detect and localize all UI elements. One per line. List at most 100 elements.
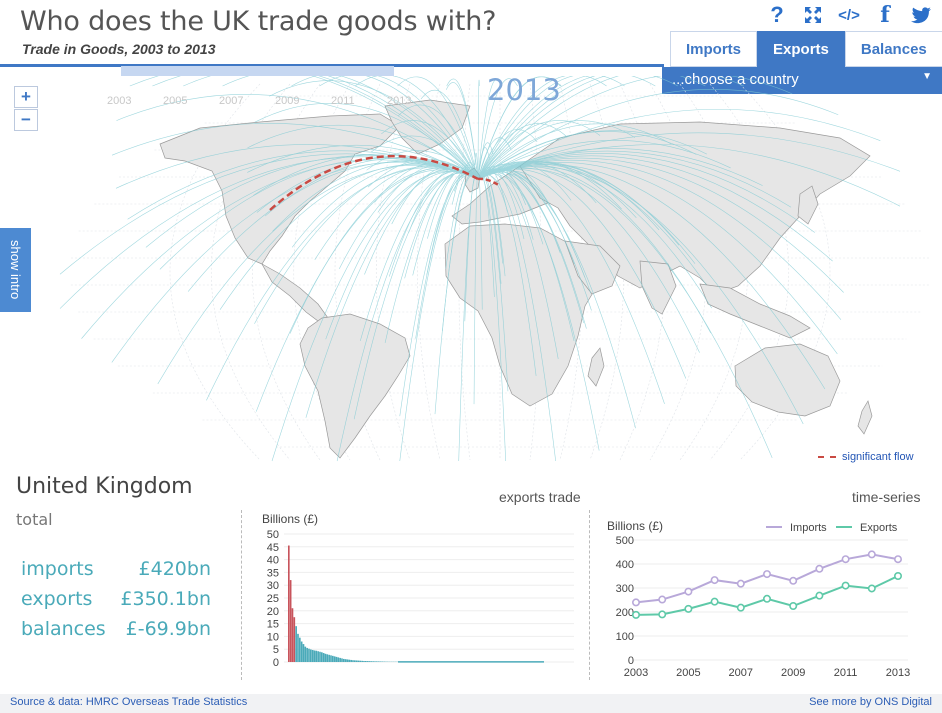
trade-flow bbox=[477, 164, 826, 390]
land-southeast-asia bbox=[699, 283, 811, 339]
x-tick-label: 2005 bbox=[676, 667, 700, 679]
bar bbox=[326, 654, 329, 662]
trade-flow bbox=[336, 173, 479, 462]
trade-flow bbox=[408, 167, 479, 233]
trade-flow bbox=[477, 168, 534, 240]
y-tick-label: 500 bbox=[616, 535, 634, 547]
bar bbox=[302, 644, 305, 662]
x-tick-label: 2011 bbox=[834, 667, 858, 679]
timeseries-line-chart[interactable]: 0 100 200 300 400 500 2003 2005 2007 2009 2011 2013… bbox=[596, 516, 936, 686]
bar bbox=[300, 641, 303, 662]
data-point bbox=[736, 603, 745, 612]
zoom-in-button[interactable]: + bbox=[14, 86, 38, 108]
trade-flow bbox=[254, 103, 479, 180]
bar bbox=[337, 657, 340, 662]
toolbar-icons: ? </> f bbox=[764, 2, 934, 28]
source-link[interactable]: Source & data: HMRC Overseas Trade Stati… bbox=[10, 696, 248, 708]
bar bbox=[328, 654, 330, 662]
legend-dash bbox=[818, 456, 836, 458]
year-tick[interactable]: 2013 bbox=[387, 95, 412, 107]
bar bbox=[293, 617, 296, 662]
x-tick-label: 2003 bbox=[624, 667, 648, 679]
bar bbox=[339, 657, 341, 662]
legend-label: Imports bbox=[790, 522, 827, 534]
trade-flow bbox=[222, 76, 479, 180]
trade-flow bbox=[116, 94, 479, 180]
trade-flow bbox=[381, 120, 479, 180]
trade-flow bbox=[397, 104, 479, 180]
exports-chart-ylabel: Billions (£) bbox=[262, 512, 319, 526]
fullscreen-icon[interactable] bbox=[800, 4, 826, 26]
bar bbox=[322, 653, 325, 662]
help-icon[interactable]: ? bbox=[770, 2, 784, 27]
y-tick-label: 30 bbox=[267, 580, 279, 592]
trade-flow bbox=[477, 161, 597, 204]
timeline-slider[interactable] bbox=[121, 66, 394, 76]
bar bbox=[374, 661, 376, 662]
timeline-years: 2003 2005 2007 2009 2011 2013 bbox=[107, 95, 417, 109]
trade-flow bbox=[446, 78, 479, 180]
trade-flow bbox=[477, 120, 636, 180]
bar bbox=[319, 651, 321, 662]
bar bbox=[335, 656, 338, 662]
world-map[interactable] bbox=[0, 76, 942, 468]
stat-value: £350.1bn bbox=[120, 588, 211, 610]
trade-flow bbox=[159, 158, 479, 270]
land-australia bbox=[734, 343, 841, 417]
trade-flow bbox=[477, 162, 838, 355]
bar bbox=[333, 656, 336, 662]
bar bbox=[355, 660, 358, 662]
trade-flow bbox=[477, 79, 502, 180]
stat-label: balances bbox=[21, 618, 106, 640]
x-tick-label: 2009 bbox=[781, 667, 805, 679]
trade-flow bbox=[187, 161, 479, 292]
twitter-icon[interactable] bbox=[908, 4, 934, 26]
y-tick-label: 50 bbox=[267, 529, 279, 541]
y-tick-label: 15 bbox=[267, 619, 279, 631]
y-tick-label: 25 bbox=[267, 593, 279, 605]
show-intro-button[interactable]: show intro bbox=[0, 228, 31, 312]
embed-icon[interactable]: </> bbox=[838, 6, 860, 24]
trade-flow bbox=[477, 168, 773, 459]
y-tick-label: 0 bbox=[273, 657, 279, 669]
y-tick-label: 400 bbox=[616, 559, 634, 571]
tab-imports[interactable]: Imports bbox=[670, 31, 758, 67]
trade-flow bbox=[477, 166, 804, 425]
trade-flow bbox=[206, 167, 479, 401]
data-point bbox=[789, 576, 798, 585]
more-link[interactable]: See more by ONS Digital bbox=[809, 696, 932, 708]
year-tick[interactable]: 2011 bbox=[331, 95, 355, 107]
trade-flow bbox=[477, 132, 901, 180]
tab-balances[interactable]: Balances bbox=[844, 31, 942, 67]
bar bbox=[352, 660, 354, 662]
bar bbox=[295, 626, 297, 662]
land-madagascar bbox=[587, 347, 605, 387]
zoom-out-button[interactable]: − bbox=[14, 109, 38, 131]
stat-imports: imports £420bn bbox=[21, 558, 211, 580]
trade-flow bbox=[219, 164, 479, 310]
trade-flow bbox=[477, 76, 607, 180]
trade-flow bbox=[111, 123, 479, 180]
bar bbox=[308, 648, 310, 662]
data-point bbox=[631, 610, 640, 619]
facebook-icon[interactable]: f bbox=[880, 2, 890, 28]
year-tick[interactable]: 2003 bbox=[107, 95, 132, 107]
data-point bbox=[710, 597, 719, 606]
year-tick[interactable]: 2005 bbox=[163, 95, 188, 107]
bar bbox=[313, 650, 316, 662]
year-tick[interactable]: 2007 bbox=[219, 95, 244, 107]
bar bbox=[376, 661, 378, 662]
trade-flow bbox=[477, 76, 656, 180]
bar bbox=[343, 658, 345, 662]
stat-exports: exports £350.1bn bbox=[21, 588, 211, 610]
bar bbox=[368, 661, 371, 662]
y-tick-label: 0 bbox=[628, 655, 634, 667]
year-tick[interactable]: 2009 bbox=[275, 95, 300, 107]
panel-divider bbox=[589, 510, 590, 680]
trade-flow bbox=[477, 170, 587, 329]
bar bbox=[365, 661, 367, 662]
tab-exports[interactable]: Exports bbox=[757, 31, 845, 67]
trade-flow bbox=[477, 173, 600, 451]
bar bbox=[377, 661, 380, 662]
